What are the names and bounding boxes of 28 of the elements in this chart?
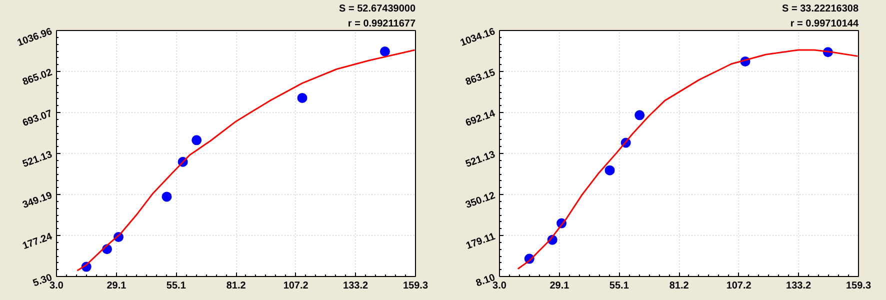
x-tick-label: 133.2	[786, 280, 812, 292]
y-tick-label: 349.19	[21, 190, 54, 212]
text: r = 0.99710144	[790, 18, 859, 30]
x-tick-label: 55.1	[166, 280, 186, 292]
y-tick-label: 177.24	[21, 231, 54, 252]
x-tick-label: 55.1	[609, 280, 630, 292]
text: S = 52.67439000	[339, 4, 416, 14]
text: S = 33.22216308	[782, 4, 859, 14]
y-tick-label: 521.13	[21, 149, 54, 170]
x-tick-label: 81.2	[669, 280, 690, 292]
text: r = 0.99211677	[348, 18, 416, 30]
x-tick-label: 3.0	[492, 280, 507, 292]
x-tick-label: 159.3	[846, 280, 872, 292]
y-tick-label: 693.07	[21, 108, 54, 130]
x-tick-label: 29.1	[550, 280, 570, 292]
y-tick-label: 179.11	[464, 231, 498, 252]
x-tick-label: 159.3	[402, 280, 428, 292]
y-tick-label: 350.12	[464, 190, 498, 212]
x-tick-label: 133.2	[343, 280, 369, 292]
y-tick-label: 692.14	[464, 108, 498, 130]
x-tick-label: 107.2	[726, 280, 752, 292]
x-tick-label: 81.2	[226, 280, 246, 292]
x-tick-label: 3.0	[50, 280, 64, 292]
y-tick-label: 863.15	[464, 67, 498, 88]
x-tick-label: 29.1	[106, 280, 127, 292]
y-tick-label: 865.02	[21, 67, 54, 88]
y-tick-label: 521.13	[464, 149, 498, 170]
x-tick-label: 107.2	[283, 280, 309, 292]
